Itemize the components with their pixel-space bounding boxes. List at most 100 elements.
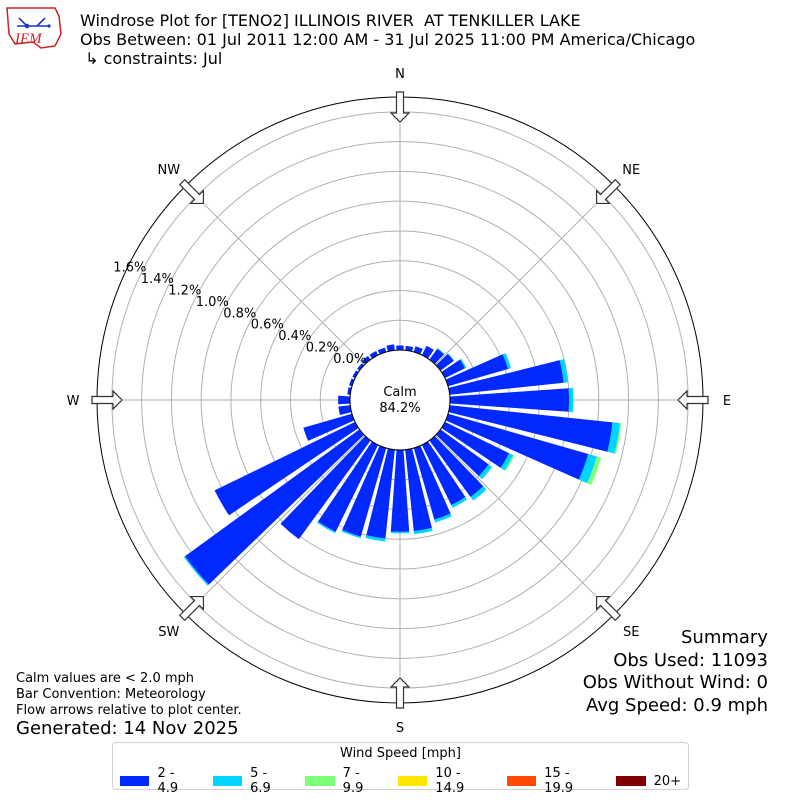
wind-bar-segment	[504, 455, 515, 472]
legend-swatch	[397, 776, 428, 786]
wind-bar-segment	[449, 388, 570, 412]
summary-box: Summary Obs Used: 11093 Obs Without Wind…	[583, 627, 768, 717]
wind-bar-segment	[303, 413, 355, 441]
wind-bar-segment	[459, 358, 467, 369]
generated-date: Generated: 14 Nov 2025	[16, 718, 239, 739]
legend: Wind Speed [mph] 2 - 4.9 5 - 6.9 7 - 9.9 10…	[112, 742, 689, 796]
summary-avg-speed: Avg Speed: 0.9 mph	[586, 694, 768, 716]
wind-bar-segment	[390, 449, 410, 532]
chart-constraints: ↳ constraints: Jul	[80, 49, 223, 68]
direction-label: SE	[623, 625, 639, 640]
wind-bar-segment	[578, 453, 597, 484]
radial-tick-label: 0.2%	[306, 340, 339, 355]
wind-bar-segment	[341, 529, 361, 539]
summary-obs-used: Obs Used: 11093	[613, 649, 768, 671]
wind-bar-segment	[478, 464, 493, 480]
legend-item: 10 - 14.9	[397, 766, 493, 796]
radial-tick-labels: 0.0%0.2%0.4%0.6%0.8%1.0%1.2%1.4%1.6%	[113, 261, 366, 367]
wind-bar-segment	[470, 486, 487, 501]
chart-title-block: Windrose Plot for [TENO2] ILLINOIS RIVER…	[80, 11, 695, 68]
direction-label: NW	[157, 163, 180, 178]
calm-circle-group: Calm 84.2%	[349, 349, 451, 451]
legend-swatch	[506, 776, 537, 786]
wind-bar-segment	[317, 441, 379, 532]
wind-bar-segment	[390, 531, 410, 534]
flow-note: Flow arrows relative to plot center.	[16, 703, 242, 718]
wind-bar-segment	[448, 405, 613, 452]
flow-arrow	[389, 91, 411, 123]
wind-bar-segment	[365, 535, 386, 542]
wind-bar-segment	[607, 422, 620, 454]
wind-bar-segment	[352, 370, 359, 379]
wind-bar-segment	[421, 345, 434, 359]
radial-tick-label: 1.2%	[168, 284, 201, 299]
direction-labels: N NE E SE S SW W NW	[67, 67, 732, 736]
legend-item: 20+	[615, 766, 682, 796]
wind-bar-segment	[445, 354, 509, 387]
grid-spoke	[185, 185, 365, 365]
summary-heading: Summary	[681, 627, 768, 648]
flow-arrow	[178, 178, 205, 205]
legend-label: 7 - 9.9	[342, 766, 364, 796]
legend-item: 5 - 6.9	[212, 766, 292, 796]
legend-item: 2 - 4.9	[120, 766, 199, 796]
flow-arrow	[595, 178, 622, 205]
radial-tick-label: 1.4%	[141, 272, 174, 287]
flow-arrows	[91, 91, 709, 709]
legend-swatch	[305, 776, 335, 786]
flow-arrow	[91, 389, 123, 411]
wind-bar-segment	[357, 363, 365, 371]
convention-note: Bar Convention: Meteorology	[16, 687, 206, 702]
wind-bar-segment	[369, 351, 379, 359]
legend-label: 10 - 14.9	[435, 766, 465, 796]
radial-tick-label: 0.0%	[333, 352, 366, 367]
calm-label: Calm	[383, 385, 416, 400]
radial-tick-label: 0.6%	[251, 318, 284, 333]
summary-obs-without-wind: Obs Without Wind: 0	[582, 672, 768, 693]
wind-bar-segment	[445, 413, 589, 480]
legend-swatch	[615, 776, 646, 786]
grid-spoke	[435, 435, 615, 615]
legend-item: 7 - 9.9	[305, 766, 384, 796]
wind-bar-segment	[502, 353, 512, 369]
wind-bar-segment	[559, 359, 569, 383]
grid-spoke	[435, 185, 615, 365]
wind-bar-segment	[429, 435, 484, 498]
wind-bar-segment	[338, 395, 351, 405]
wind-bar-segment	[338, 405, 352, 415]
wind-bar-segment	[280, 435, 371, 540]
wind-bar-segment	[377, 347, 387, 355]
chart-title: Windrose Plot for [TENO2] ILLINOIS RIVER…	[80, 11, 581, 30]
legend-label: 15 - 19.9	[544, 766, 574, 796]
legend-item: 15 - 19.9	[506, 766, 602, 796]
direction-label: N	[395, 67, 405, 82]
iem-logo: IEM	[6, 7, 62, 49]
flow-arrow	[677, 389, 709, 411]
wind-bar-segment	[349, 378, 355, 387]
wind-bar-segment	[413, 527, 433, 535]
wind-bar-segment	[396, 345, 404, 351]
wind-bar-segment	[429, 348, 445, 365]
wind-bar-segment	[500, 453, 514, 471]
flow-arrow	[595, 595, 622, 622]
direction-label: NE	[622, 163, 640, 178]
wind-bar-segment	[342, 445, 387, 537]
wind-bar-segment	[366, 448, 395, 539]
flow-arrow	[389, 677, 411, 709]
wind-bar-segment	[447, 353, 455, 361]
legend-swatch	[120, 776, 150, 786]
wind-bar-segment	[386, 344, 395, 352]
legend-label: 20+	[653, 773, 682, 789]
wind-bar-segment	[448, 360, 564, 395]
wind-bars	[183, 344, 622, 586]
wind-bar-segment	[437, 348, 445, 355]
legend-label: 5 - 6.9	[250, 766, 271, 796]
grid-spoke	[185, 435, 365, 615]
flow-arrow	[178, 595, 205, 622]
wind-bar-segment	[435, 353, 454, 371]
wind-bar-segment	[434, 513, 452, 523]
wind-bar-segment	[317, 521, 336, 534]
wind-bar-segment	[451, 496, 468, 508]
wind-bar-segment	[183, 556, 209, 586]
